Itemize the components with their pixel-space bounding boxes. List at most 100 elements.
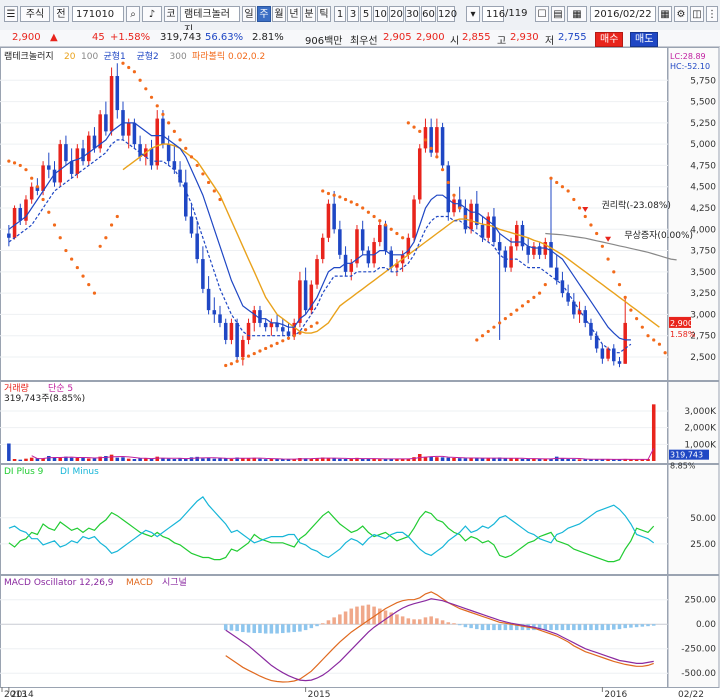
date-field[interactable]: 2016/02/22 bbox=[590, 6, 656, 22]
sar-dot bbox=[149, 95, 154, 99]
candle-body bbox=[429, 127, 433, 153]
interval-tab-5[interactable]: 5 bbox=[360, 6, 372, 22]
volume-bar bbox=[258, 458, 262, 461]
volume-bar bbox=[201, 458, 205, 461]
legend-item-6: 파라볼릭 0.02,0.2 bbox=[192, 50, 265, 62]
candle-body bbox=[315, 259, 319, 285]
volume-bar bbox=[532, 459, 536, 461]
x-axis-label-1: 2014 bbox=[11, 690, 34, 700]
macd-osc-bar bbox=[469, 624, 473, 629]
sar-dot bbox=[515, 308, 519, 312]
calendar-picker-icon[interactable]: ▦ bbox=[658, 6, 672, 22]
code-input[interactable]: 171010 bbox=[72, 6, 124, 22]
macd-osc-bar bbox=[475, 624, 479, 630]
macd-osc-bar bbox=[281, 624, 285, 634]
sar-dot bbox=[543, 283, 547, 287]
interval-tab-10[interactable]: 10 bbox=[373, 6, 388, 22]
candle-body bbox=[526, 246, 530, 255]
interval-tab-120[interactable]: 120 bbox=[437, 6, 457, 22]
volume-bar bbox=[263, 459, 268, 461]
interval-tab-60[interactable]: 60 bbox=[421, 6, 436, 22]
candle-body bbox=[64, 144, 68, 162]
candle-body bbox=[41, 165, 45, 191]
chart-area[interactable]: 2,500 2,750 3,000 3,250 3,500 3,750 4,000 4,250… bbox=[0, 47, 720, 700]
stock-name-field[interactable]: 램테크놀러지 bbox=[180, 6, 240, 36]
macd-osc-bar bbox=[617, 624, 622, 630]
jeon-select[interactable]: 전 bbox=[53, 6, 69, 22]
sar-dot bbox=[64, 248, 68, 253]
volume-bar bbox=[577, 459, 582, 461]
volume-bar bbox=[514, 458, 519, 461]
x-axis-right-label: 02/22 bbox=[678, 690, 704, 700]
interval-tab-1[interactable]: 1 bbox=[334, 6, 346, 22]
volume-bar bbox=[315, 458, 319, 461]
sar-dot bbox=[555, 180, 559, 185]
menu-icon[interactable]: ☰ bbox=[4, 6, 18, 22]
x-axis-label-3: 2016 bbox=[604, 690, 627, 700]
candle-body bbox=[492, 216, 496, 243]
search-icon[interactable]: ⌕ bbox=[126, 6, 140, 22]
volume-bar bbox=[452, 458, 456, 461]
candle-body bbox=[126, 122, 131, 136]
macd-tick-label: 0.00 bbox=[696, 620, 716, 630]
candle-body bbox=[235, 322, 239, 357]
period-tab-3[interactable]: 년 bbox=[287, 6, 301, 22]
candle-body bbox=[263, 322, 268, 328]
interval-tab-3[interactable]: 3 bbox=[347, 6, 359, 22]
period-tab-4[interactable]: 분 bbox=[302, 6, 316, 22]
volume-bar bbox=[526, 459, 530, 461]
calendar-icon[interactable]: ▦ bbox=[567, 6, 587, 22]
sell-button[interactable]: 매도 bbox=[630, 32, 659, 47]
sar-dot bbox=[378, 219, 382, 223]
checkbox-icon[interactable]: ☐ bbox=[535, 6, 549, 22]
candle-body bbox=[589, 322, 593, 336]
sar-dot bbox=[549, 176, 553, 180]
volume-tick-label: 2,000K bbox=[684, 424, 717, 434]
sar-dot bbox=[463, 214, 468, 219]
sar-dot bbox=[572, 197, 576, 202]
candle-body bbox=[149, 148, 154, 166]
buy-button[interactable]: 매수 bbox=[595, 32, 624, 47]
candle-body bbox=[132, 122, 137, 145]
candle-body bbox=[109, 76, 114, 132]
volume-bar bbox=[446, 457, 451, 461]
volume-bar bbox=[520, 458, 525, 461]
macd-legend-2: 시그널 bbox=[162, 577, 187, 588]
sar-dot bbox=[155, 104, 159, 108]
volume-bar bbox=[486, 458, 491, 461]
chart-type-icon[interactable]: ▤ bbox=[551, 6, 565, 22]
candle-body bbox=[24, 199, 28, 221]
settings-icon[interactable]: ⚙ bbox=[674, 6, 688, 22]
more-icon[interactable]: ⋮ bbox=[706, 6, 718, 22]
period-tab-0[interactable]: 일 bbox=[242, 6, 256, 22]
candle-body bbox=[258, 310, 262, 323]
candle-body bbox=[560, 280, 565, 294]
count-input[interactable]: 116 bbox=[482, 6, 505, 22]
interval-tab-20[interactable]: 20 bbox=[389, 6, 404, 22]
sar-dot bbox=[640, 325, 644, 329]
period-tab-1[interactable]: 주 bbox=[257, 6, 271, 22]
chevron-icon[interactable]: ▾ bbox=[466, 6, 480, 22]
save-icon[interactable]: ◫ bbox=[690, 6, 704, 22]
volume-bar bbox=[81, 457, 85, 461]
sar-dot bbox=[304, 328, 308, 332]
volume-bar bbox=[109, 454, 114, 461]
interval-tab-30[interactable]: 30 bbox=[405, 6, 420, 22]
candle-body bbox=[286, 331, 291, 336]
candle-body bbox=[75, 148, 80, 174]
volume-bar bbox=[138, 458, 142, 461]
period-tab-5[interactable]: 틱 bbox=[317, 6, 331, 22]
speaker-icon[interactable]: ♪ bbox=[142, 6, 162, 22]
macd-osc-bar bbox=[440, 620, 445, 625]
market-select[interactable]: 주식 bbox=[20, 6, 50, 22]
macd-series-1 bbox=[225, 598, 654, 682]
period-tab-2[interactable]: 월 bbox=[272, 6, 286, 22]
sar-dot bbox=[275, 341, 279, 345]
bid: 2,900 bbox=[416, 32, 445, 43]
code-prefix[interactable]: 코 bbox=[164, 6, 178, 22]
candle-body bbox=[218, 314, 222, 323]
sar-dot bbox=[338, 195, 342, 199]
sar-dot bbox=[70, 257, 74, 261]
macd-osc-bar bbox=[372, 606, 376, 625]
macd-osc-bar bbox=[423, 617, 428, 625]
